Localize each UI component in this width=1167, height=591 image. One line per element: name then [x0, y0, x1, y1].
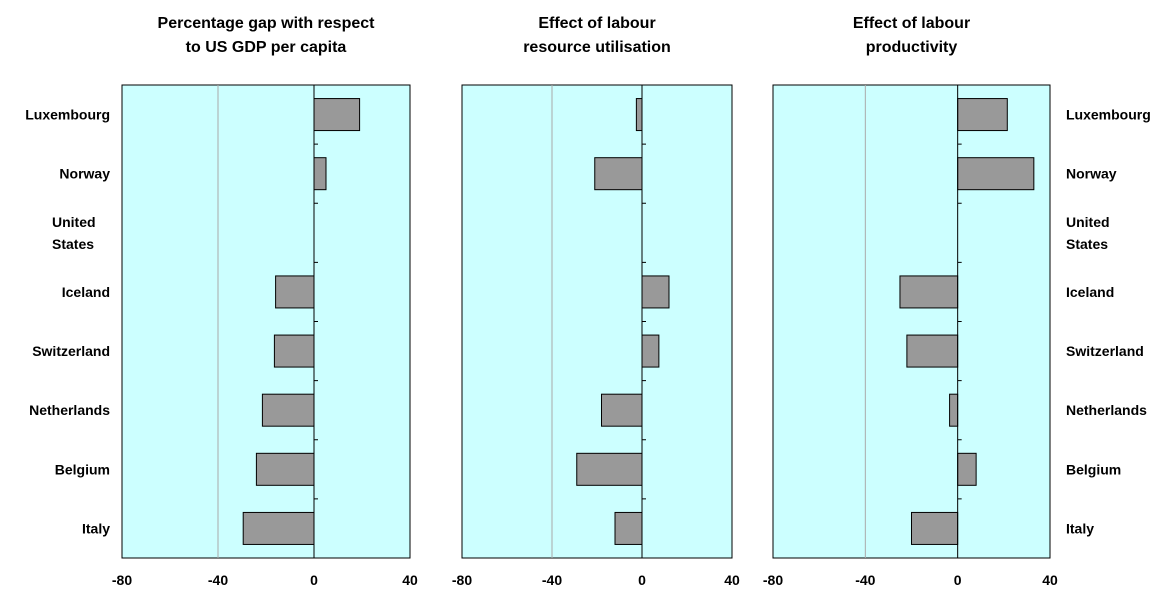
bar	[242, 511, 315, 545]
category-label-right: Norway	[1066, 166, 1117, 182]
x-tick-label: -40	[208, 572, 228, 588]
x-tick-label: -80	[452, 572, 472, 588]
bar	[949, 393, 959, 427]
plot-area	[121, 84, 411, 559]
x-tick-label: -80	[763, 572, 783, 588]
bar	[313, 98, 361, 132]
plot-area	[461, 84, 733, 559]
bar	[635, 98, 643, 132]
category-label-right: Belgium	[1066, 461, 1121, 477]
bar	[957, 98, 1008, 132]
x-tick-label: 40	[1042, 572, 1058, 588]
category-label-left: United States	[52, 214, 96, 252]
x-tick-label: -80	[112, 572, 132, 588]
category-label-right: Iceland	[1066, 284, 1114, 300]
plot-area	[772, 84, 1051, 559]
category-label-left: Belgium	[55, 461, 110, 477]
bar	[906, 334, 959, 368]
x-tick-label: 40	[402, 572, 418, 588]
category-label-left: Italy	[82, 520, 110, 536]
bar	[313, 157, 327, 191]
category-label-left: Norway	[59, 166, 110, 182]
bar	[957, 157, 1035, 191]
category-label-right: Italy	[1066, 520, 1094, 536]
x-tick-label: 0	[954, 572, 962, 588]
category-label-right: Netherlands	[1066, 402, 1147, 418]
bar	[641, 275, 670, 309]
bar	[275, 275, 315, 309]
panel-title: Effect of labour productivity	[853, 15, 970, 56]
bar	[576, 452, 643, 486]
panel-title: Effect of labour resource utilisation	[523, 15, 671, 56]
bar	[957, 452, 977, 486]
bar	[273, 334, 315, 368]
x-tick-label: 0	[638, 572, 646, 588]
bar	[261, 393, 315, 427]
bar	[911, 511, 959, 545]
category-label-right: Luxembourg	[1066, 107, 1151, 123]
category-label-right: Switzerland	[1066, 343, 1144, 359]
bar	[601, 393, 643, 427]
bar	[255, 452, 315, 486]
bar	[614, 511, 643, 545]
category-label-left: Iceland	[62, 284, 110, 300]
x-tick-label: 0	[310, 572, 318, 588]
x-tick-label: 40	[724, 572, 740, 588]
category-label-left: Switzerland	[32, 343, 110, 359]
panel-title: Percentage gap with respect to US GDP per…	[158, 15, 376, 56]
bar	[594, 157, 643, 191]
bar	[899, 275, 959, 309]
bar	[641, 334, 660, 368]
category-label-left: Luxembourg	[25, 107, 110, 123]
category-label-left: Netherlands	[29, 402, 110, 418]
x-tick-label: -40	[542, 572, 562, 588]
category-label-right: United States	[1066, 214, 1110, 252]
x-tick-label: -40	[855, 572, 875, 588]
